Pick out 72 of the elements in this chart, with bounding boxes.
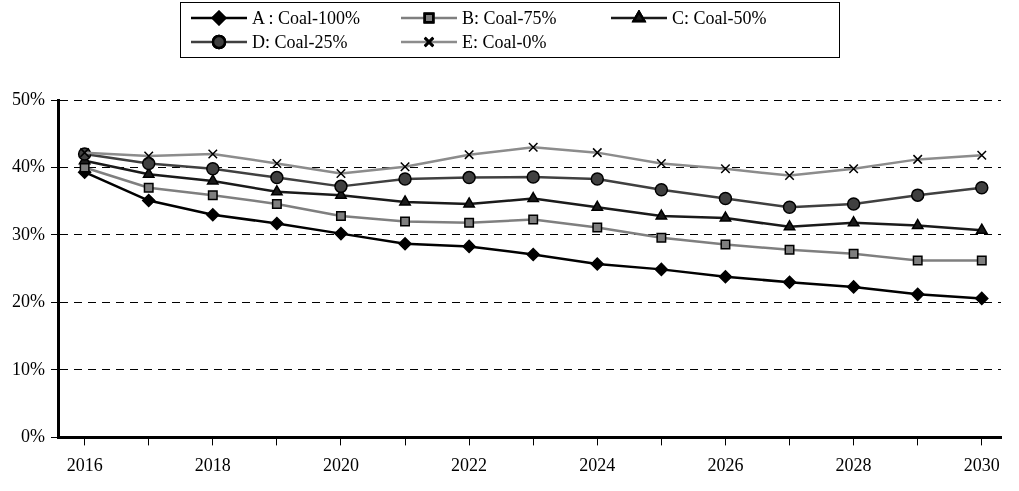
- point: [206, 174, 219, 185]
- point: [207, 190, 218, 201]
- point: [334, 179, 348, 194]
- point: [718, 191, 733, 206]
- point: [783, 220, 796, 231]
- point: [911, 218, 924, 230]
- point: [591, 200, 604, 212]
- point: [398, 172, 412, 186]
- point: [399, 195, 411, 206]
- point: [526, 247, 540, 262]
- x-tick-label: 2020: [322, 454, 359, 475]
- point: [656, 232, 667, 243]
- point: [718, 270, 733, 284]
- point: [463, 197, 476, 208]
- point: [846, 280, 861, 294]
- point: [270, 185, 283, 196]
- x-tick-label: 2028: [835, 454, 872, 475]
- point: [462, 170, 476, 185]
- point: [847, 216, 860, 227]
- legend-label: D: Coal-25%: [252, 31, 348, 53]
- y-tick-label: 30%: [11, 223, 45, 244]
- point: [143, 182, 154, 193]
- legend-label: B: Coal-75%: [462, 7, 557, 29]
- point: [655, 209, 668, 220]
- legend-label: A : Coal-100%: [252, 7, 360, 29]
- legend-label: C: Coal-50%: [672, 7, 767, 29]
- point: [334, 226, 348, 241]
- point: [590, 257, 605, 271]
- point: [462, 239, 476, 254]
- y-tick-label: 10%: [11, 358, 45, 379]
- y-tick-label: 40%: [11, 156, 45, 177]
- x-tick-label: 2026: [707, 454, 744, 475]
- legend-label: E: Coal-0%: [462, 31, 547, 53]
- point: [141, 193, 156, 208]
- point: [975, 291, 989, 306]
- point: [784, 244, 795, 255]
- point: [400, 216, 411, 227]
- point: [526, 170, 540, 184]
- point: [910, 287, 925, 302]
- point: [848, 248, 859, 259]
- point: [527, 191, 540, 203]
- point: [206, 162, 220, 176]
- x-tick-label: 2016: [66, 454, 103, 475]
- point: [528, 214, 539, 225]
- point: [912, 255, 923, 266]
- point: [976, 255, 987, 266]
- point: [654, 183, 669, 197]
- point: [335, 211, 346, 222]
- point: [975, 223, 988, 234]
- point: [270, 170, 284, 185]
- point: [270, 216, 284, 231]
- x-tick-label: 2018: [194, 454, 231, 475]
- point: [782, 275, 797, 289]
- point: [592, 222, 603, 233]
- x-tick-label: 2024: [579, 454, 616, 475]
- point: [719, 211, 732, 222]
- point: [271, 198, 282, 209]
- y-tick-label: 20%: [11, 291, 45, 312]
- point: [206, 207, 220, 222]
- point: [910, 188, 925, 202]
- point: [398, 236, 412, 251]
- point: [590, 172, 605, 186]
- point: [720, 239, 731, 250]
- point: [782, 200, 797, 215]
- x-tick-label: 2022: [451, 454, 488, 475]
- point: [654, 262, 669, 277]
- point: [975, 180, 989, 195]
- x-tick-label: 2030: [963, 454, 1000, 475]
- y-tick-label: 0%: [20, 426, 45, 447]
- y-tick-label: 50%: [11, 88, 45, 109]
- point: [464, 217, 475, 228]
- point: [846, 197, 861, 211]
